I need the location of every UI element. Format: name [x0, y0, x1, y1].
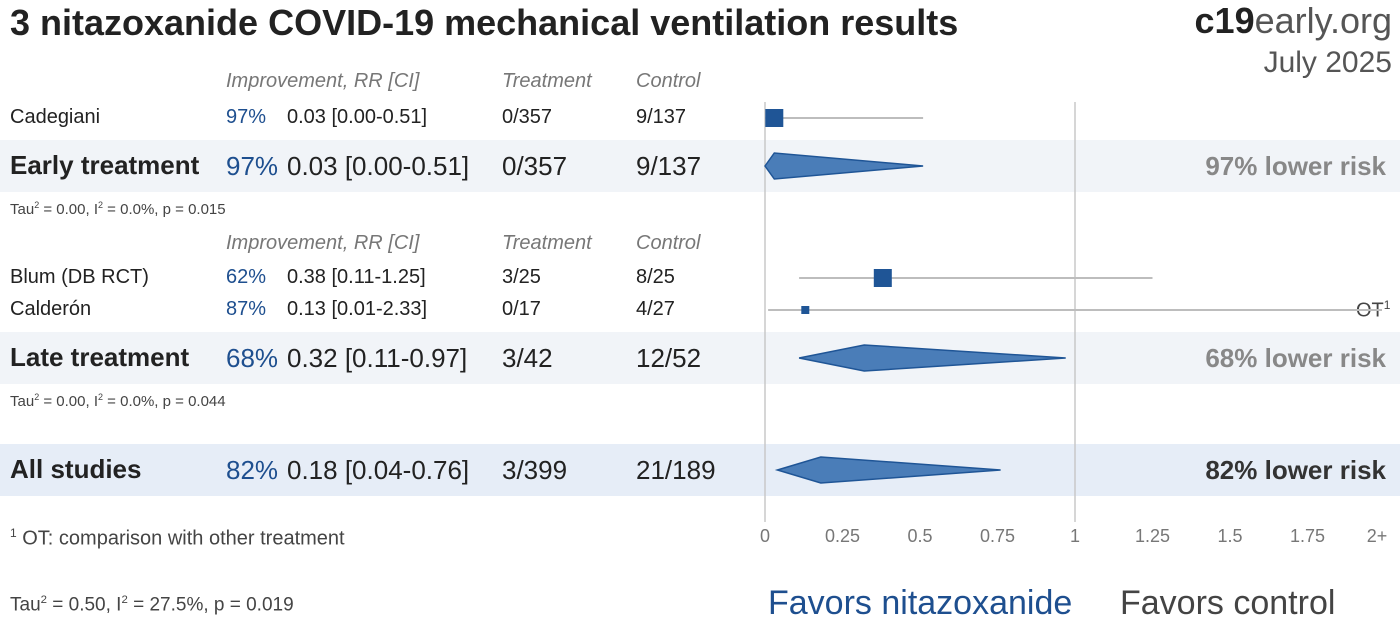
overall-summary-diamond: [774, 456, 1001, 484]
group-treatment: 3/42: [502, 343, 553, 373]
late-summary-band: [0, 332, 1400, 384]
x-tick-label: 1.25: [1134, 526, 1171, 546]
header-improvement: Improvement, RR [CI]: [226, 232, 420, 254]
study-improvement: 87%: [226, 298, 267, 320]
x-tick-label: 1: [1069, 526, 1081, 546]
tau-overall: Tau2 = 0.50, I2 = 27.5%, p = 0.019: [10, 594, 294, 616]
study-rr: 0.38 [0.11-1.25]: [287, 266, 426, 288]
brand-bold: c19: [1194, 0, 1255, 41]
favors-control-label: Favors control: [1120, 584, 1336, 622]
late-summary-diamond: [798, 344, 1066, 372]
x-tick-label: 0.5: [907, 526, 933, 546]
blum-marker: [873, 269, 892, 287]
overall-rr: 0.18 [0.04-0.76]: [287, 455, 470, 485]
study-control: 8/25: [636, 266, 675, 288]
group-control: 9/137: [636, 151, 702, 181]
date-label: July 2025: [1263, 46, 1392, 79]
early-summary-band: [0, 140, 1400, 192]
group-name-early: Early treatment: [10, 150, 200, 180]
study-control: 4/27: [636, 298, 675, 320]
header-control: Control: [636, 232, 701, 254]
group-rr: 0.32 [0.11-0.97]: [287, 343, 468, 373]
overall-improvement: 82%: [226, 455, 279, 485]
study-name: Calderón: [10, 298, 92, 320]
favors-treatment-label: Favors nitazoxanide: [768, 584, 1073, 622]
group-improvement: 97%: [226, 151, 279, 181]
study-name: Cadegiani: [10, 106, 101, 128]
overall-control: 21/189: [636, 455, 716, 485]
tau-early: Tau2 = 0.00, I2 = 0.0%, p = 0.015: [10, 200, 226, 218]
calderon-marker: [801, 306, 810, 314]
study-control: 9/137: [636, 106, 687, 128]
study-treatment: 0/357: [502, 106, 553, 128]
study-improvement: 62%: [226, 266, 267, 288]
tau-late: Tau2 = 0.00, I2 = 0.0%, p = 0.044: [10, 392, 226, 410]
all-studies-band: [0, 444, 1400, 496]
study-rr: 0.13 [0.01-2.33]: [287, 298, 428, 320]
early-summary-diamond: [764, 152, 924, 180]
header-treatment: Treatment: [502, 70, 592, 92]
chart-title: 3 nitazoxanide COVID-19 mechanical venti…: [10, 2, 959, 43]
study-improvement: 97%: [226, 106, 267, 128]
group-improvement: 68%: [226, 343, 279, 373]
group-name-late: Late treatment: [10, 342, 190, 372]
x-tick-label: 1.75: [1289, 526, 1326, 546]
cadegiani-marker: [765, 109, 784, 127]
study-treatment: 3/25: [502, 266, 541, 288]
x-tick-label: 0.25: [824, 526, 861, 546]
group-risk: 68% lower risk: [1205, 343, 1386, 373]
header-treatment: Treatment: [502, 232, 592, 254]
header-control: Control: [636, 70, 701, 92]
x-tick-label: 0.75: [979, 526, 1016, 546]
x-tick-label: 0: [759, 526, 771, 546]
study-treatment: 0/17: [502, 298, 541, 320]
footnote: 1 OT: comparison with other treatment: [10, 526, 345, 550]
group-rr: 0.03 [0.00-0.51]: [287, 151, 470, 181]
x-tick-label: 1.5: [1217, 526, 1243, 546]
brand-logo[interactable]: c19early.org: [1195, 0, 1392, 42]
study-rr: 0.03 [0.00-0.51]: [287, 106, 428, 128]
group-control: 12/52: [636, 343, 702, 373]
group-risk: 97% lower risk: [1205, 151, 1386, 181]
overall-risk: 82% lower risk: [1205, 455, 1386, 485]
overall-treatment: 3/399: [502, 455, 568, 485]
overall-name: All studies: [10, 454, 142, 484]
x-tick-label: 2+: [1366, 526, 1388, 546]
study-name: Blum (DB RCT): [10, 266, 149, 288]
header-improvement: Improvement, RR [CI]: [226, 70, 420, 92]
group-treatment: 0/357: [502, 151, 568, 181]
brand-rest: early.org: [1254, 0, 1392, 41]
